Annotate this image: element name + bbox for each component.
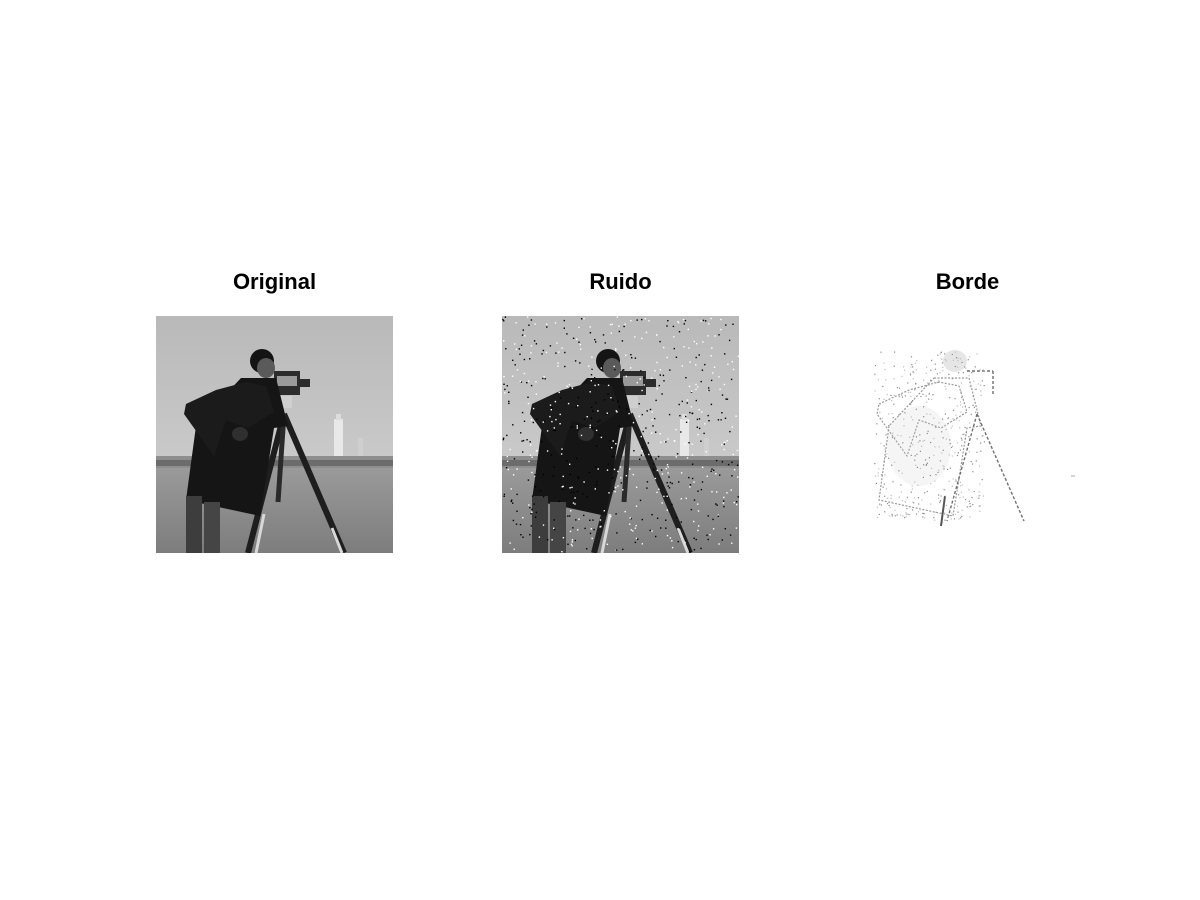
panel-title-original: Original — [232, 269, 317, 294]
cameraman-noise-image — [502, 316, 739, 553]
salt-and-pepper-noise — [502, 316, 739, 553]
panel-title-edge: Borde — [935, 269, 1000, 294]
edge-speckle — [874, 351, 985, 521]
panel-title-noise: Ruido — [589, 269, 652, 294]
cameraman-edge-image — [849, 316, 1086, 553]
cameraman-original-image — [156, 316, 393, 553]
